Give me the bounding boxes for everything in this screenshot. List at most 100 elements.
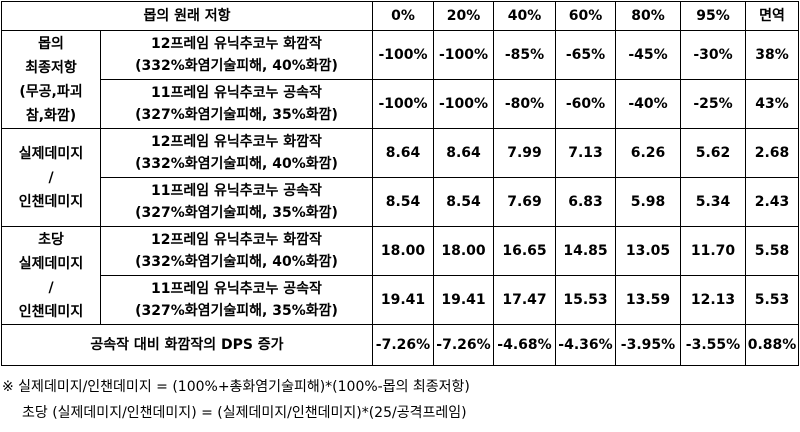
row-label-line: 11프레임 유닉추코누 공속작 (151, 85, 322, 101)
column-header: 60% (555, 1, 616, 31)
cell: -40% (615, 79, 681, 129)
header-label: 몹의 원래 저항 (1, 1, 373, 31)
cell: -7.26% (433, 324, 494, 366)
group-label-line: 인챈데미지 (18, 193, 84, 210)
cell: 38% (745, 30, 799, 80)
cell: 18.00 (372, 226, 434, 276)
group-label-line: 최종저항 (25, 59, 77, 76)
data-row: 실제데미지 / 인챈데미지 12프레임 유닉추코누 화깜작 (332%화염기술피해, 4… (1, 128, 799, 227)
cell: 8.64 (433, 128, 494, 178)
row-label: 12프레임 유닉추코누 화깜작 (332%화염기술피해, 40%화깜) (100, 128, 373, 178)
footer-row: 공속작 대비 화깜작의 DPS 증가 -7.26% -7.26% -4.68% -4.3… (1, 324, 799, 366)
group-label-line: 인챈데미지 (18, 303, 84, 320)
column-header: 80% (615, 1, 681, 31)
cell: 5.58 (745, 226, 799, 276)
row-label-line: 11프레임 유닉추코누 공속작 (151, 183, 322, 199)
footer-label: 공속작 대비 화깜작의 DPS 증가 (1, 324, 373, 366)
column-header: 면역 (745, 1, 799, 31)
cell: -100% (372, 30, 434, 80)
cell: 12.13 (680, 275, 746, 325)
cell: 43% (745, 79, 799, 129)
group-label-line: (무공,파괴 (19, 83, 83, 100)
row-label-line: (332%화염기술피해, 40%화깜) (135, 156, 338, 172)
cell: -85% (493, 30, 556, 80)
cell: 0.88% (745, 324, 799, 366)
cell: 8.54 (372, 177, 434, 227)
group-label-line: 실제데미지 (18, 255, 84, 272)
cell: 18.00 (433, 226, 494, 276)
column-header: 40% (493, 1, 556, 31)
row-label-line: 12프레임 유닉추코누 화깜작 (151, 36, 322, 52)
group-label-line: 참,화깜) (25, 107, 77, 124)
cell: 2.68 (745, 128, 799, 178)
cell: 5.34 (680, 177, 746, 227)
cell: 6.83 (555, 177, 616, 227)
cell: -3.55% (680, 324, 746, 366)
cell: 5.62 (680, 128, 746, 178)
row-label: 11프레임 유닉추코누 공속작 (327%화염기술피해, 35%화깜) (100, 79, 373, 129)
data-row: 11프레임 유닉추코누 공속작 (327%화염기술피해, 35%화깜) 19.41 1… (2, 275, 799, 325)
cell: -100% (372, 79, 434, 129)
cell: -80% (493, 79, 556, 129)
cell: 5.98 (615, 177, 681, 227)
row-label-line: 11프레임 유닉추코누 공속작 (151, 281, 322, 297)
row-label-line: (327%화염기술피해, 35%화깜) (135, 303, 338, 319)
note: ※ 실제데미지/인챈데미지 = (100%+총화염기술피해)*(100%-몹의 … (2, 379, 470, 395)
cell: -100% (433, 79, 494, 129)
row-label-line: 12프레임 유닉추코누 화깜작 (151, 134, 322, 150)
cell: 19.41 (433, 275, 494, 325)
row-label: 12프레임 유닉추코누 화깜작 (332%화염기술피해, 40%화깜) (100, 226, 373, 276)
cell: 5.53 (745, 275, 799, 325)
cell: 13.05 (615, 226, 681, 276)
cell: -30% (680, 30, 746, 80)
row-label: 11프레임 유닉추코누 공속작 (327%화염기술피해, 35%화깜) (100, 177, 373, 227)
group-label-line: / (48, 279, 54, 296)
data-row: 11프레임 유닉추코누 공속작 (327%화염기술피해, 35%화깜) 8.54 8.… (2, 177, 799, 227)
column-header: 20% (433, 1, 494, 31)
notes: ※ 실제데미지/인챈데미지 = (100%+총화염기술피해)*(100%-몹의 … (2, 374, 470, 426)
column-header: 0% (372, 1, 434, 31)
cell: 17.47 (493, 275, 556, 325)
note: 초당 (실제데미지/인챈데미지) = (실제데미지/인챈데미지)*(25/공격프… (22, 405, 467, 421)
group-label-line: / (48, 169, 54, 186)
row-label-line: (332%화염기술피해, 40%화깜) (135, 58, 338, 74)
header-row: 몹의 원래 저항 0% 20% 40% 60% 80% 95% 면역 (1, 1, 799, 31)
cell: 11.70 (680, 226, 746, 276)
cell: -100% (433, 30, 494, 80)
group-label-line: 실제데미지 (18, 145, 84, 162)
cell: 16.65 (493, 226, 556, 276)
data-row: 11프레임 유닉추코누 공속작 (327%화염기술피해, 35%화깜) -100% -… (2, 79, 799, 129)
row-label: 12프레임 유닉추코누 화깜작 (332%화염기술피해, 40%화깜) (100, 30, 373, 80)
cell: -3.95% (615, 324, 681, 366)
group-label-line: 몹의 (38, 35, 64, 52)
cell: 2.43 (745, 177, 799, 227)
cell: 7.69 (493, 177, 556, 227)
cell: 7.99 (493, 128, 556, 178)
cell: -65% (555, 30, 616, 80)
row-label-line: 12프레임 유닉추코누 화깜작 (151, 232, 322, 248)
cell: -60% (555, 79, 616, 129)
cell: 14.85 (555, 226, 616, 276)
group-label: 실제데미지 / 인챈데미지 (1, 128, 101, 227)
cell: 8.54 (433, 177, 494, 227)
column-header: 95% (680, 1, 746, 31)
row-label: 11프레임 유닉추코누 공속작 (327%화염기술피해, 35%화깜) (100, 275, 373, 325)
cell: 13.59 (615, 275, 681, 325)
cell: -7.26% (372, 324, 434, 366)
cell: -4.36% (555, 324, 616, 366)
cell: -4.68% (493, 324, 556, 366)
cell: 6.26 (615, 128, 681, 178)
cell: 8.64 (372, 128, 434, 178)
row-label-line: (327%화염기술피해, 35%화깜) (135, 107, 338, 123)
cell: -25% (680, 79, 746, 129)
row-label-line: (332%화염기술피해, 40%화깜) (135, 254, 338, 270)
cell: 15.53 (555, 275, 616, 325)
group-label-line: 초당 (38, 231, 64, 248)
row-label-line: (327%화염기술피해, 35%화깜) (135, 205, 338, 221)
